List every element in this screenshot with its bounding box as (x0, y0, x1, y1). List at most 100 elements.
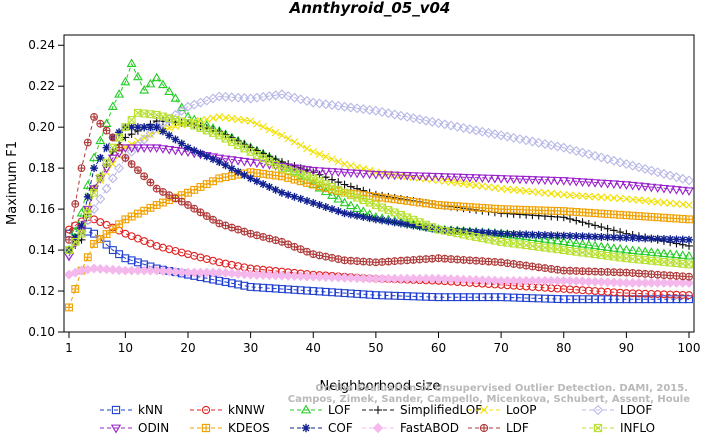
data-point (658, 184, 669, 194)
data-point (221, 113, 230, 122)
data-point (621, 181, 632, 190)
data-point (522, 261, 531, 270)
data-point (309, 250, 318, 259)
data-point (446, 120, 456, 131)
data-point (433, 273, 444, 284)
data-point (90, 164, 99, 173)
data-point (276, 270, 287, 281)
data-point (352, 273, 363, 284)
watermark-line-2: Campos, Zimek, Sander, Campello, Micenko… (288, 394, 690, 405)
data-point (489, 275, 500, 286)
data-point (483, 174, 494, 184)
data-point (115, 250, 124, 259)
data-point (96, 173, 105, 182)
data-point (102, 240, 111, 249)
data-point (240, 171, 249, 180)
data-point (201, 423, 211, 433)
data-point (408, 172, 419, 181)
data-point (353, 211, 362, 220)
data-point (622, 233, 631, 242)
data-point (395, 110, 406, 121)
x-tick-label: 60 (431, 341, 446, 355)
plot-area (63, 34, 695, 333)
data-point (383, 108, 394, 119)
data-point (628, 195, 637, 204)
data-point (646, 165, 657, 176)
data-point (328, 155, 336, 163)
data-point (327, 100, 338, 111)
data-point (164, 146, 175, 155)
data-point (183, 143, 192, 152)
data-point (102, 158, 111, 167)
data-point (565, 144, 575, 155)
data-point (65, 225, 73, 234)
data-point (152, 242, 161, 250)
data-point (177, 197, 186, 206)
data-point (439, 119, 450, 130)
data-point (89, 263, 100, 274)
data-point (377, 171, 388, 180)
data-point (571, 177, 582, 187)
data-point (176, 105, 187, 116)
data-point (358, 104, 369, 115)
data-point (547, 264, 556, 273)
data-point (270, 155, 281, 165)
data-point (339, 197, 350, 207)
data-point (496, 175, 507, 184)
data-point (295, 94, 306, 105)
data-point (202, 152, 211, 161)
data-point (502, 175, 513, 184)
data-point (578, 192, 587, 200)
data-point (483, 275, 494, 286)
data-point (577, 239, 588, 248)
data-point (145, 144, 156, 153)
data-point (220, 155, 231, 165)
data-point (452, 121, 463, 132)
data-point (665, 185, 676, 195)
y-tick-label: 0.10 (28, 325, 55, 339)
data-point (503, 238, 512, 247)
data-point (196, 208, 205, 217)
legend-item-loop: LoOP (468, 403, 537, 417)
data-point (541, 189, 549, 197)
data-point (684, 277, 694, 288)
legend-label: LoOP (506, 403, 537, 417)
data-point (635, 196, 643, 204)
data-point (685, 215, 693, 224)
data-point (547, 189, 556, 198)
data-point (90, 229, 99, 238)
data-point (527, 136, 538, 147)
data-point (603, 224, 612, 233)
plot-border (63, 34, 695, 333)
x-tick-label: 40 (306, 341, 321, 355)
legend-item-knn: kNN (100, 403, 163, 417)
data-point (521, 135, 532, 146)
legend-label: FastABOD (400, 421, 459, 434)
data-point (228, 114, 236, 123)
data-point (571, 276, 582, 287)
data-point (290, 138, 299, 146)
data-point (308, 271, 319, 282)
data-point (259, 122, 267, 131)
data-point (615, 157, 626, 168)
x-tick-label: 90 (619, 341, 634, 355)
data-point (245, 269, 256, 280)
data-point (477, 275, 488, 286)
data-point (684, 250, 694, 260)
data-point (621, 159, 632, 170)
data-point (628, 233, 637, 242)
data-point (671, 172, 682, 183)
data-point (666, 199, 675, 207)
data-point (684, 187, 694, 196)
data-point (389, 109, 400, 120)
data-point (345, 272, 356, 283)
data-point (111, 405, 121, 415)
data-point (602, 277, 613, 288)
data-point (265, 182, 274, 191)
data-point (164, 266, 175, 277)
data-point (71, 285, 80, 293)
data-point (209, 114, 217, 122)
data-point (252, 231, 261, 240)
data-point (114, 265, 125, 276)
data-point (309, 147, 318, 156)
